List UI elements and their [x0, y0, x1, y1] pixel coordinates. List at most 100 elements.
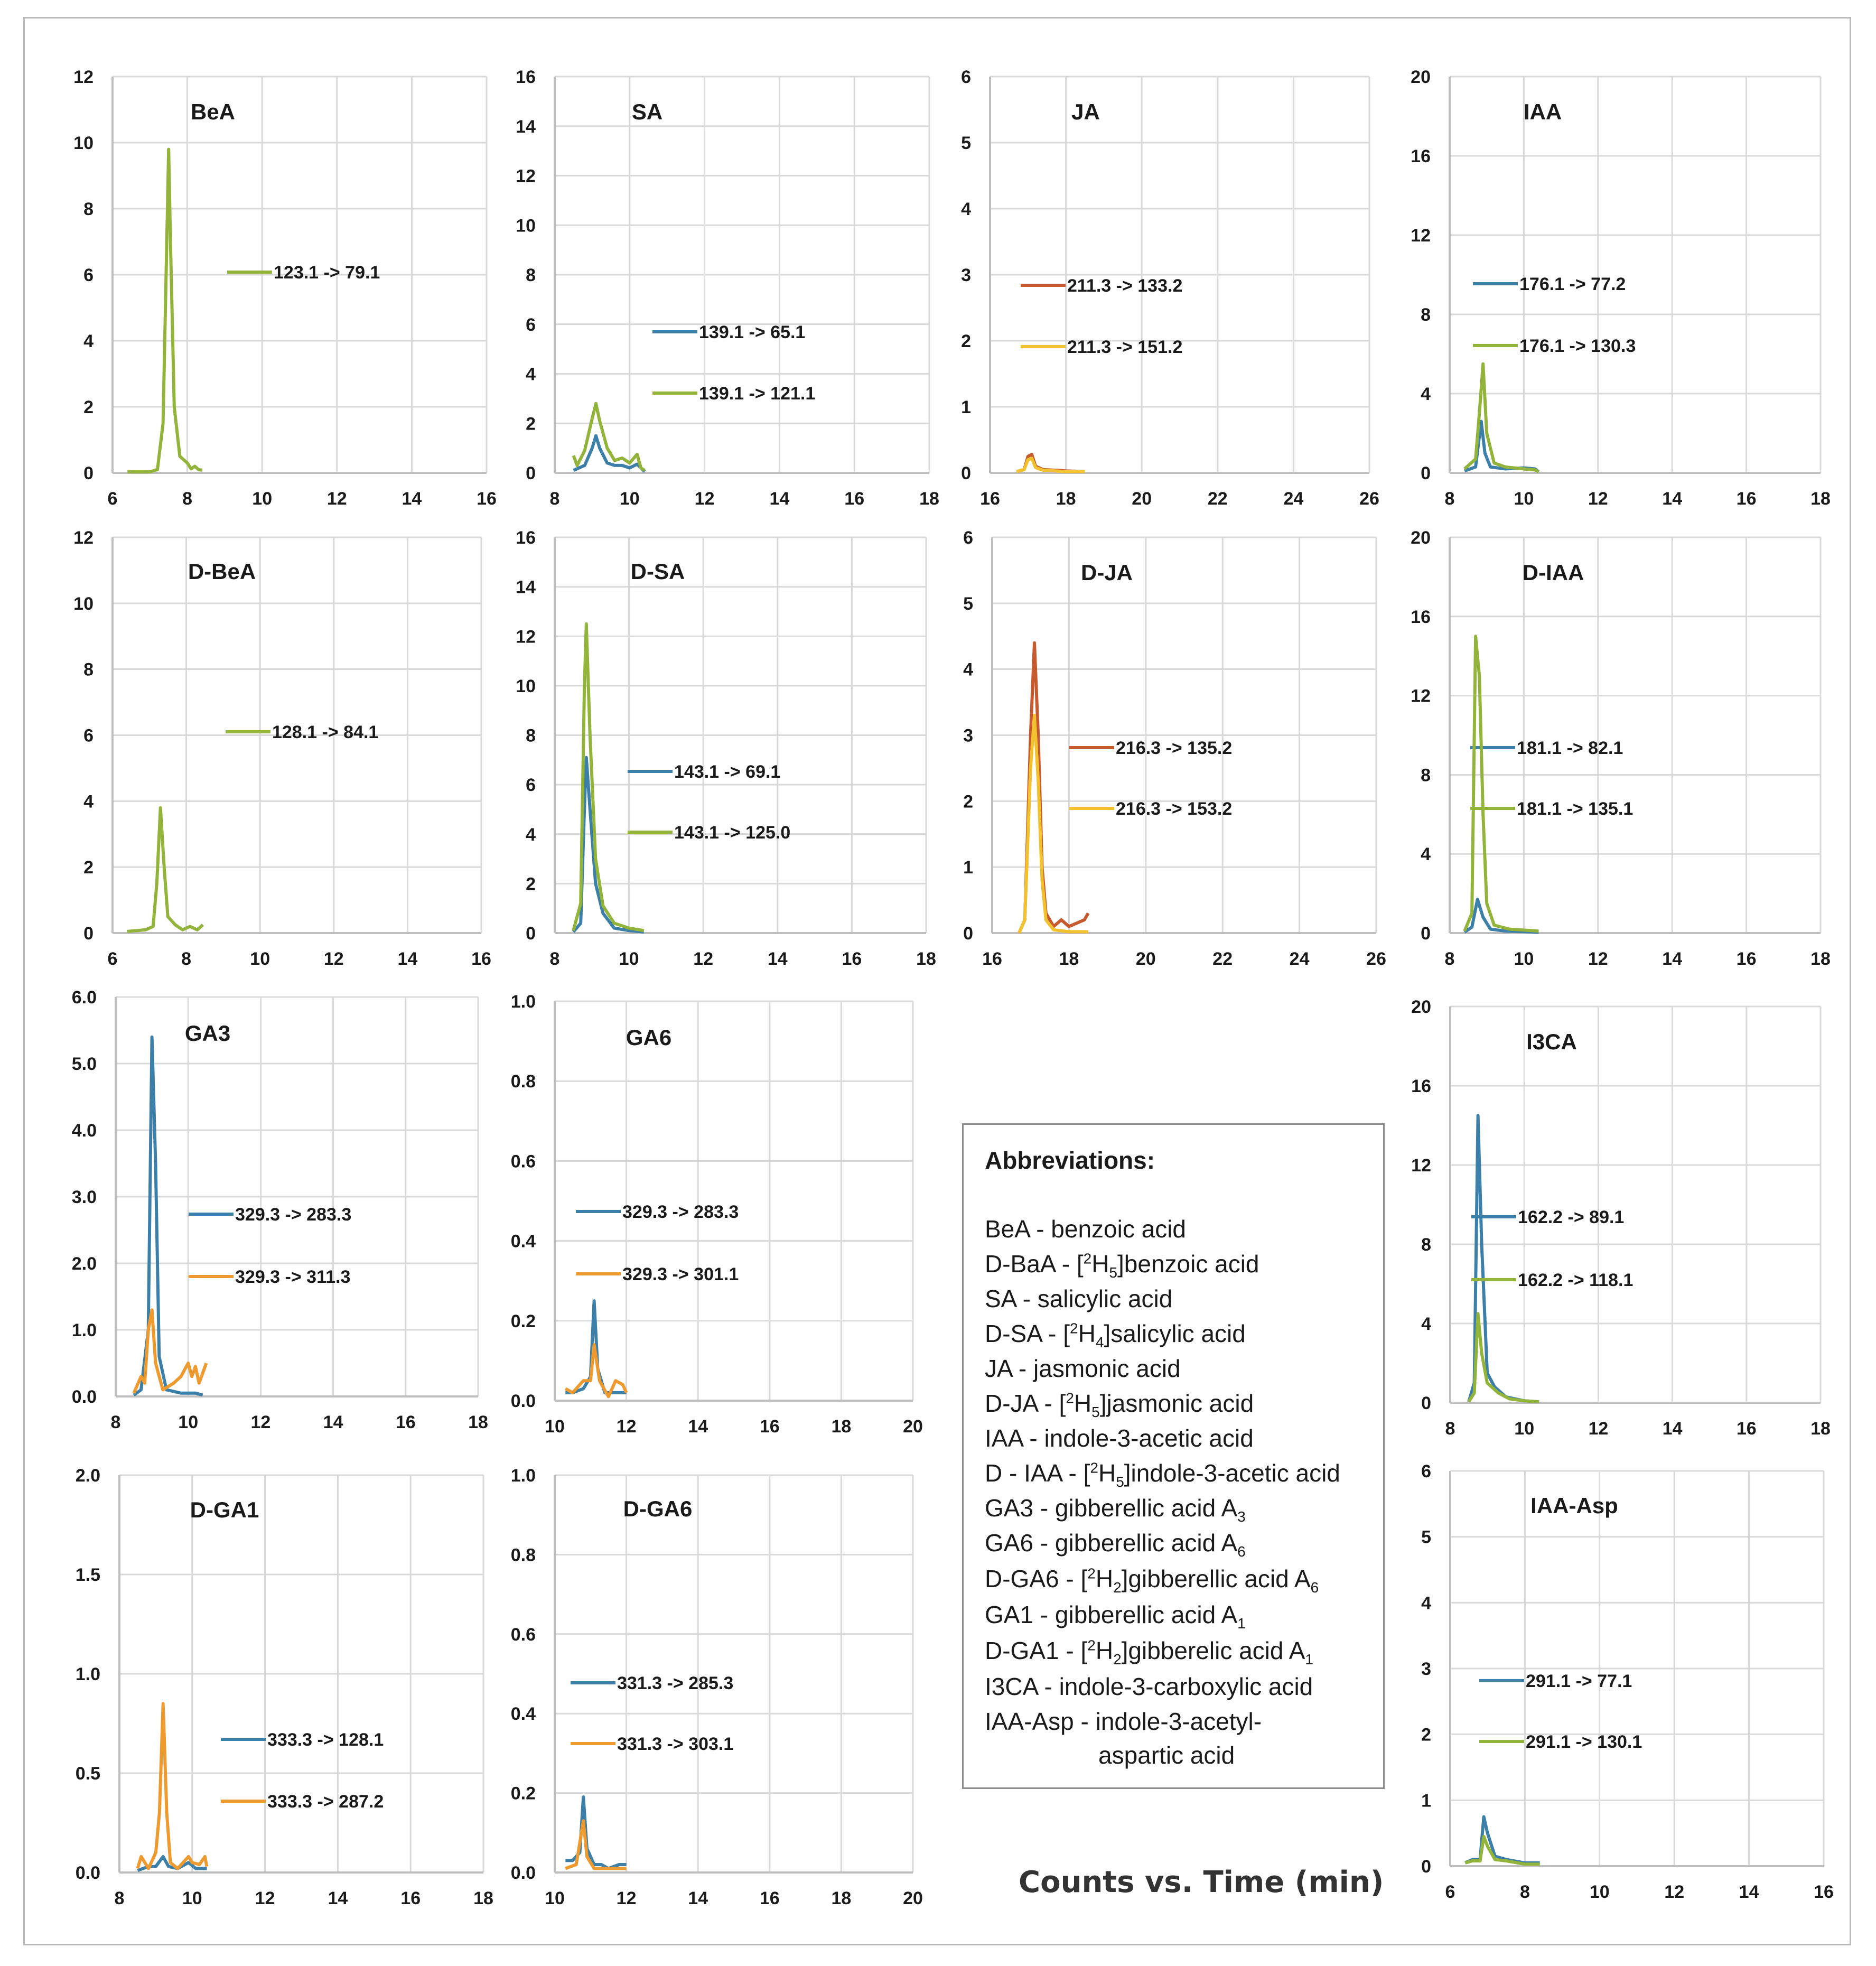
x-tick-label: 18	[468, 1412, 488, 1432]
chart-title: D-SA	[631, 559, 685, 584]
x-tick-label: 12	[617, 1888, 637, 1908]
chart-title: D-GA1	[190, 1497, 259, 1522]
legend-label: 329.3 -> 283.3	[622, 1202, 739, 1222]
y-tick-label: 0.8	[511, 1071, 536, 1092]
y-tick-label: 16	[1411, 146, 1431, 166]
legend-label: 176.1 -> 130.3	[1519, 336, 1636, 356]
y-tick-label: 10	[516, 676, 536, 696]
y-tick-label: 6	[1421, 1461, 1431, 1482]
x-tick-label: 10	[1514, 1419, 1534, 1439]
legend-label: 181.1 -> 135.1	[1517, 799, 1633, 819]
y-tick-label: 0.2	[511, 1784, 536, 1804]
legend-label: 331.3 -> 285.3	[617, 1673, 733, 1693]
x-tick-label: 10	[1514, 949, 1534, 969]
y-tick-label: 6	[526, 315, 536, 335]
chart-title: SA	[632, 99, 662, 124]
series-line	[1464, 1815, 1540, 1865]
y-tick-label: 0	[963, 924, 973, 944]
y-tick-label: 3	[961, 265, 971, 285]
x-tick-label: 12	[1588, 1419, 1608, 1439]
chart-d-ja: 16 18 20 22 24 26 0 1 2 3 4 5 6 D-JA 216.3 -> 135.2 216…	[963, 528, 1386, 969]
y-tick-label: 1.0	[511, 1466, 536, 1486]
series-line	[136, 1702, 209, 1870]
abbreviation-line: GA1 - gibberellic acid A1	[985, 1601, 1246, 1632]
abbreviation-line: SA - salicylic acid	[985, 1285, 1173, 1312]
y-tick-label: 2	[961, 331, 971, 351]
x-tick-label: 20	[1132, 489, 1152, 509]
y-tick-label: 8	[1421, 305, 1431, 325]
series-line	[565, 1299, 627, 1394]
series-line	[133, 1035, 203, 1397]
y-tick-label: 4	[83, 791, 94, 812]
x-tick-label: 10	[178, 1412, 198, 1432]
x-tick-label: 18	[1810, 489, 1831, 509]
x-tick-label: 14	[323, 1412, 343, 1432]
y-tick-label: 8	[1421, 765, 1431, 785]
legend-label: 329.3 -> 283.3	[235, 1205, 351, 1225]
series-line	[1467, 1114, 1539, 1404]
x-tick-label: 16	[980, 489, 1000, 509]
x-tick-label: 16	[396, 1412, 416, 1432]
legend-label: 176.1 -> 77.2	[1519, 274, 1626, 294]
x-tick-label: 8	[1445, 1419, 1455, 1439]
chart-title: D-BeA	[188, 559, 256, 584]
x-tick-label: 18	[1810, 949, 1831, 969]
legend-label: 329.3 -> 311.3	[235, 1267, 350, 1287]
abbreviation-line: D-SA - [2H4]salicylic acid	[985, 1320, 1246, 1351]
y-tick-label: 0.8	[511, 1545, 536, 1565]
y-tick-label: 8	[526, 726, 536, 746]
y-tick-label: 8	[526, 265, 536, 285]
y-tick-label: 2	[83, 858, 94, 878]
y-tick-label: 4	[963, 660, 973, 680]
y-tick-label: 2.0	[72, 1254, 97, 1274]
x-tick-label: 12	[327, 489, 347, 509]
y-tick-label: 3.0	[72, 1187, 97, 1207]
y-tick-label: 0.6	[511, 1151, 536, 1171]
series-line	[132, 1308, 208, 1394]
y-tick-label: 20	[1411, 997, 1431, 1017]
x-tick-label: 16	[1737, 949, 1757, 969]
y-tick-label: 1.5	[76, 1565, 100, 1585]
y-tick-label: 0.0	[76, 1863, 100, 1883]
series-line	[564, 1343, 628, 1399]
y-tick-label: 4	[1421, 1593, 1431, 1613]
x-tick-label: 16	[842, 949, 862, 969]
x-tick-label: 10	[545, 1417, 565, 1437]
x-tick-label: 10	[182, 1888, 202, 1908]
y-tick-label: 4	[526, 365, 536, 385]
x-tick-label: 8	[1445, 489, 1455, 509]
y-tick-label: 1	[963, 858, 973, 878]
series-line	[565, 1795, 627, 1870]
legend-label: 143.1 -> 125.0	[674, 823, 790, 843]
y-tick-label: 0	[1421, 1857, 1431, 1877]
x-tick-label: 20	[903, 1417, 923, 1437]
y-tick-label: 2.0	[76, 1466, 100, 1486]
x-tick-label: 16	[982, 949, 1002, 969]
chart-title: BeA	[191, 99, 235, 124]
x-tick-label: 12	[324, 949, 344, 969]
x-tick-label: 16	[1814, 1882, 1834, 1902]
abbreviation-line: D-JA - [2H5]jasmonic acid	[985, 1390, 1254, 1421]
x-tick-label: 14	[1662, 949, 1682, 969]
chart-ga6: 10 12 14 16 18 20 0.0 0.2 0.4 0.6 0.8 1.0 GA6 329.3 -…	[511, 992, 923, 1437]
x-tick-label: 14	[397, 949, 417, 969]
y-tick-label: 12	[516, 627, 536, 647]
chart-title: D-JA	[1081, 560, 1133, 585]
x-tick-label: 26	[1359, 489, 1379, 509]
y-tick-label: 0.6	[511, 1625, 536, 1645]
legend-label: 329.3 -> 301.1	[622, 1264, 739, 1284]
chart-title: GA3	[185, 1021, 230, 1046]
series-line	[127, 147, 203, 474]
x-tick-label: 12	[617, 1417, 637, 1437]
x-tick-label: 22	[1208, 489, 1228, 509]
chart-title: D-IAA	[1523, 560, 1584, 585]
y-tick-label: 4	[1421, 1314, 1431, 1334]
y-tick-label: 4	[83, 331, 94, 351]
y-tick-label: 5	[963, 594, 973, 614]
x-tick-label: 8	[182, 489, 192, 509]
legend-label: 143.1 -> 69.1	[674, 762, 780, 782]
x-tick-label: 26	[1366, 949, 1386, 969]
x-tick-label: 14	[768, 949, 788, 969]
x-tick-label: 12	[1588, 489, 1608, 509]
x-tick-label: 18	[919, 489, 939, 509]
